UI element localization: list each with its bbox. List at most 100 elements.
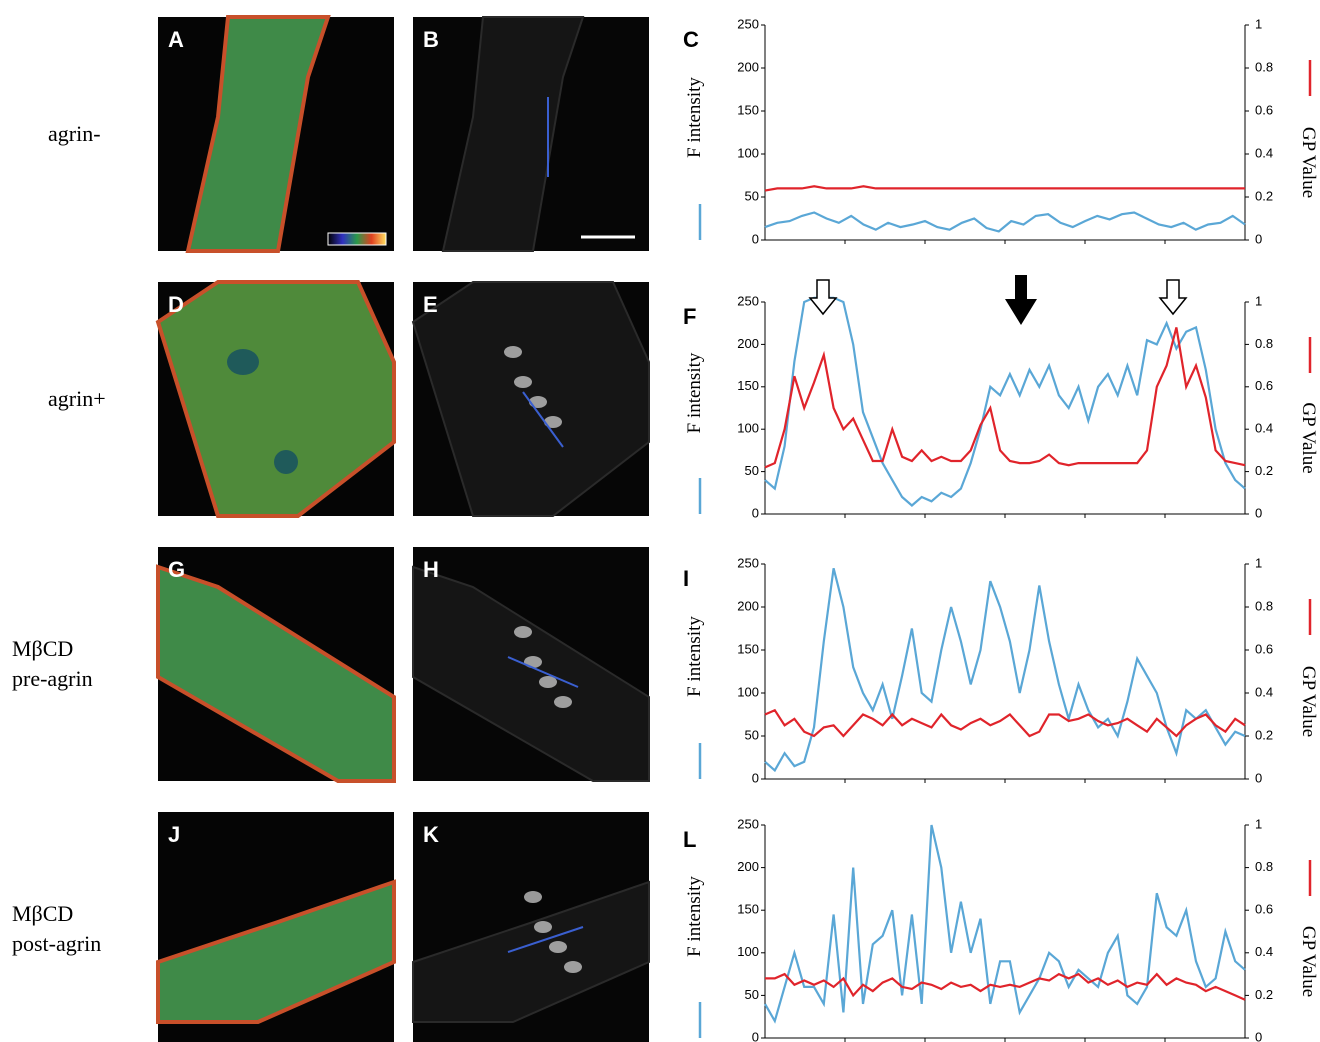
- micrograph: A: [158, 15, 394, 253]
- row-label: MβCD: [12, 636, 73, 661]
- series-line: [764, 296, 1246, 507]
- y-tick-label: 150: [737, 102, 759, 117]
- bright-spot: [514, 626, 532, 638]
- bright-spot: [534, 921, 552, 933]
- panel-letter: J: [168, 822, 180, 847]
- annotation-arrow: [808, 279, 838, 316]
- y-tick-label: 100: [737, 421, 759, 436]
- bright-spot: [549, 941, 567, 953]
- y2-tick-label: 0.4: [1255, 421, 1273, 436]
- panel-letter: B: [423, 27, 439, 52]
- bright-spot: [514, 376, 532, 388]
- row-label: pre-agrin: [12, 666, 93, 691]
- bright-spot: [539, 676, 557, 688]
- y-tick-label: 100: [737, 944, 759, 959]
- y-axis-label: F intensity: [684, 352, 705, 433]
- nucleus: [227, 349, 259, 375]
- y2-axis-label: GP Value: [1298, 402, 1319, 473]
- y-tick-label: 100: [737, 684, 759, 699]
- panel-letter: L: [683, 827, 696, 852]
- bright-spot: [529, 396, 547, 408]
- y-tick-label: 50: [745, 727, 759, 742]
- micrograph: B: [413, 16, 649, 252]
- y2-tick-label: 0.2: [1255, 727, 1273, 742]
- annotation-arrow: [1158, 279, 1188, 316]
- cell-region: [185, 15, 331, 253]
- bright-spot: [504, 346, 522, 358]
- row-label: agrin+: [48, 386, 106, 411]
- nucleus: [274, 450, 298, 474]
- profile-line: [522, 391, 564, 448]
- cell-outline: [441, 16, 585, 252]
- cell-outline: [412, 565, 650, 782]
- y2-tick-label: 0.2: [1255, 188, 1273, 203]
- y2-tick-label: 0.2: [1255, 463, 1273, 478]
- y2-tick-label: 0.6: [1255, 378, 1273, 393]
- panel-letter: K: [423, 822, 439, 847]
- y-tick-label: 150: [737, 641, 759, 656]
- micrograph: H: [412, 547, 650, 782]
- color-scale: [327, 232, 387, 246]
- series-line: [764, 568, 1246, 773]
- y2-tick-label: 0.6: [1255, 102, 1273, 117]
- y-tick-label: 150: [737, 378, 759, 393]
- panel-letter: I: [683, 566, 689, 591]
- annotation-arrow: [1005, 275, 1037, 325]
- profile-line: [507, 926, 584, 953]
- row-label: MβCD: [12, 901, 73, 926]
- panel-letter: G: [168, 557, 185, 582]
- y2-tick-label: 0.8: [1255, 598, 1273, 613]
- y2-tick-label: 0: [1255, 1029, 1262, 1042]
- series-line: [764, 708, 1246, 738]
- panel-letter: E: [423, 292, 438, 317]
- panel-letter: F: [683, 304, 696, 329]
- y2-axis-label: GP Value: [1298, 127, 1319, 198]
- y2-tick-label: 0.8: [1255, 59, 1273, 74]
- bright-spot: [544, 416, 562, 428]
- y-tick-label: 0: [752, 1029, 759, 1042]
- panel-letter: D: [168, 292, 184, 317]
- y-tick-label: 200: [737, 59, 759, 74]
- micrograph: K: [412, 812, 650, 1042]
- y-tick-label: 200: [737, 598, 759, 613]
- bright-spot: [524, 891, 542, 903]
- micrograph: E: [411, 281, 650, 517]
- y2-tick-label: 0.6: [1255, 902, 1273, 917]
- y-tick-label: 50: [745, 463, 759, 478]
- y2-axis-label: GP Value: [1298, 926, 1319, 997]
- y-tick-label: 0: [752, 770, 759, 785]
- y2-tick-label: 0.6: [1255, 641, 1273, 656]
- y2-tick-label: 0.8: [1255, 859, 1273, 874]
- cell-region: [156, 879, 396, 1024]
- bright-spot: [524, 656, 542, 668]
- y2-tick-label: 0.8: [1255, 336, 1273, 351]
- row-label: post-agrin: [12, 931, 101, 956]
- micrograph: D: [155, 280, 396, 518]
- cell-region: [156, 564, 396, 783]
- y2-tick-label: 1: [1255, 16, 1262, 31]
- y2-tick-label: 0.2: [1255, 987, 1273, 1002]
- y-tick-label: 250: [737, 555, 759, 570]
- y2-tick-label: 0.4: [1255, 684, 1273, 699]
- y-tick-label: 250: [737, 816, 759, 831]
- y2-tick-label: 0: [1255, 505, 1262, 520]
- y2-tick-label: 0.4: [1255, 145, 1273, 160]
- row-label: agrin-: [48, 121, 101, 146]
- y-tick-label: 0: [752, 505, 759, 520]
- panel-letter: C: [683, 27, 699, 52]
- micrograph: G: [156, 547, 396, 783]
- y2-tick-label: 0.4: [1255, 944, 1273, 959]
- y-tick-label: 250: [737, 16, 759, 31]
- y2-tick-label: 1: [1255, 293, 1262, 308]
- y-tick-label: 200: [737, 859, 759, 874]
- cell-region: [155, 280, 396, 518]
- y-tick-label: 250: [737, 293, 759, 308]
- y2-tick-label: 0: [1255, 770, 1262, 785]
- series-line: [764, 211, 1246, 233]
- y2-tick-label: 1: [1255, 816, 1262, 831]
- bright-spot: [564, 961, 582, 973]
- y-tick-label: 150: [737, 902, 759, 917]
- y-tick-label: 0: [752, 231, 759, 246]
- panel-letter: H: [423, 557, 439, 582]
